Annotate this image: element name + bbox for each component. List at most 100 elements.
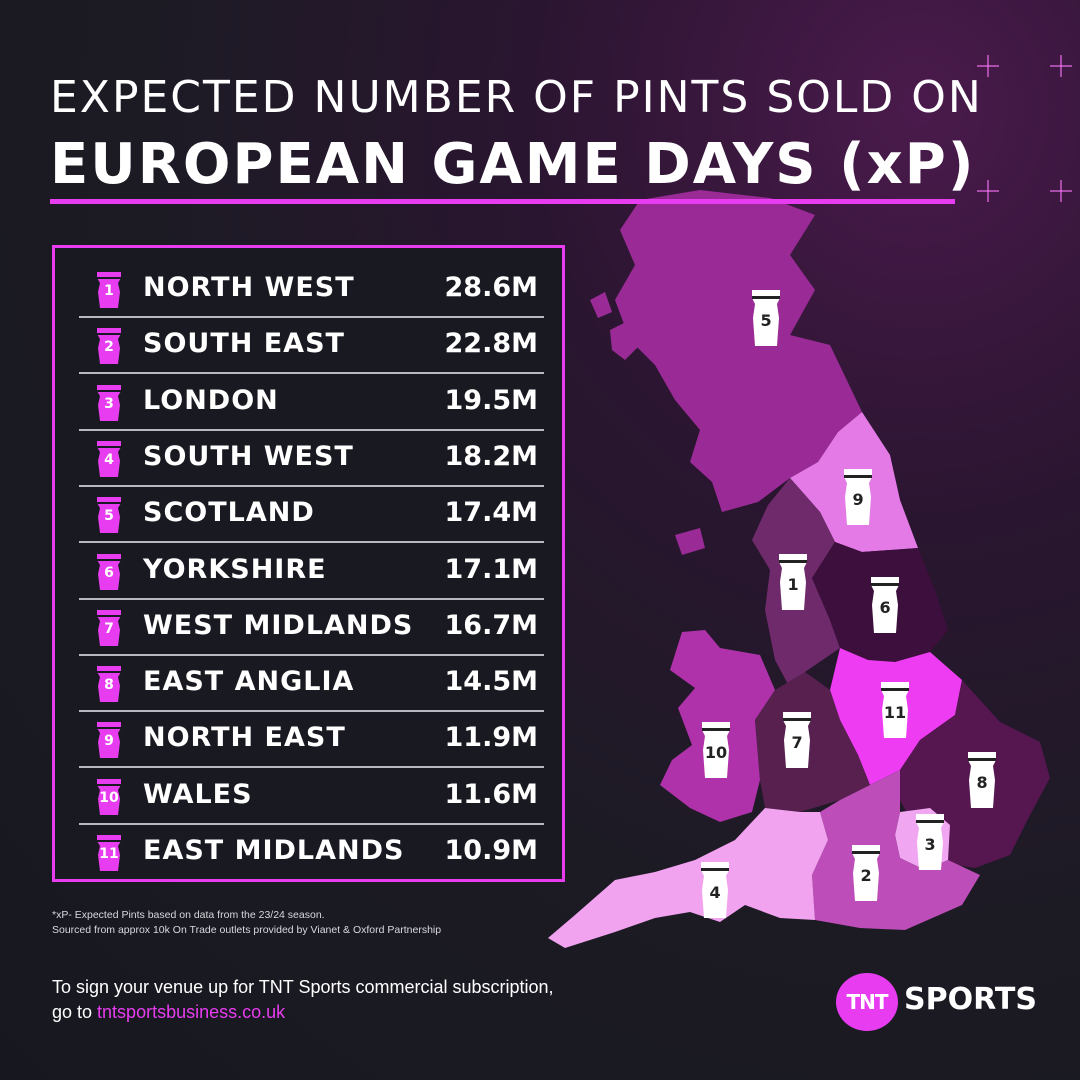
pint-marker-8: 8: [968, 752, 996, 808]
rank-number: 10: [99, 789, 119, 806]
pints-value: 18.2M: [444, 440, 539, 472]
crosshair-icon: [1050, 55, 1072, 77]
region-name: NORTH WEST: [143, 272, 355, 303]
pint-glass-icon: 8: [95, 666, 123, 703]
pint-marker-label: 4: [709, 883, 720, 902]
region-name: NORTH EAST: [143, 722, 346, 754]
pint-glass-icon: [702, 722, 730, 778]
rank-number: 9: [104, 733, 114, 750]
region-name: EAST ANGLIA: [143, 666, 355, 698]
region-name: SOUTH EAST: [143, 328, 345, 360]
region-name: SOUTH WEST: [143, 440, 354, 472]
pint-marker-label: 8: [976, 773, 987, 792]
pint-head-band: [881, 688, 909, 691]
region-name: EAST MIDLANDS: [143, 835, 405, 866]
pints-value: 22.8M: [444, 328, 539, 360]
pint-glass-icon: [844, 469, 872, 525]
pints-value: 17.4M: [444, 497, 539, 529]
title-line-2: EUROPEAN GAME DAYS (xP): [50, 132, 976, 197]
pint-glass-icon: 5: [95, 497, 123, 534]
pints-value: 28.6M: [444, 272, 539, 303]
table-row: 11 EAST MIDLANDS 10.9M: [79, 825, 544, 881]
cta-line-1: To sign your venue up for TNT Sports com…: [52, 977, 554, 997]
pint-head-band: [844, 475, 872, 478]
pint-marker-3: 3: [916, 814, 944, 870]
pint-marker-label: 6: [879, 598, 890, 617]
pint-head-band: [916, 820, 944, 823]
pint-marker-7: 7: [783, 712, 811, 768]
title-line-1: EXPECTED NUMBER OF PINTS SOLD ON: [50, 72, 983, 123]
ranking-table: 1 NORTH WEST 28.6M 2 SOUTH EAST 22.8M 3 LONDON 1…: [52, 245, 565, 882]
map-region-south-west: [548, 808, 828, 948]
rank-number: 11: [99, 846, 119, 862]
pint-glass-icon: [783, 712, 811, 768]
crosshair-icon: [1050, 180, 1072, 202]
pint-glass-icon: 9: [95, 722, 123, 759]
pint-marker-1: 1: [779, 554, 807, 610]
pint-marker-label: 9: [852, 490, 863, 509]
cta-prefix: go to: [52, 1002, 98, 1022]
pint-head-band: [702, 728, 730, 731]
pint-glass-icon: 1: [95, 272, 123, 308]
cta-line-2: go to tntsportsbusiness.co.uk: [52, 1000, 554, 1025]
brand-circle: TNT: [836, 973, 898, 1031]
crosshair-icon: [977, 180, 999, 202]
region-name: YORKSHIRE: [143, 553, 327, 585]
rank-number: 6: [104, 564, 114, 581]
rank-number: 3: [104, 395, 114, 412]
pint-marker-label: 10: [705, 743, 727, 762]
region-name: LONDON: [143, 384, 279, 416]
pint-glass-icon: 4: [95, 440, 123, 477]
pint-glass-icon: [852, 845, 880, 901]
call-to-action: To sign your venue up for TNT Sports com…: [52, 975, 554, 1025]
pint-marker-label: 3: [924, 835, 935, 854]
pint-marker-10: 10: [702, 722, 730, 778]
pint-marker-9: 9: [844, 469, 872, 525]
pint-glass-icon: [779, 554, 807, 610]
pint-glass-icon: [916, 814, 944, 870]
region-name: SCOTLAND: [143, 497, 315, 529]
rank-number: 2: [104, 339, 114, 356]
pint-marker-label: 5: [760, 311, 771, 330]
pints-value: 10.9M: [444, 835, 539, 866]
pint-glass-icon: 11: [95, 835, 123, 871]
rank-number: 7: [104, 620, 114, 637]
pint-glass-icon: [968, 752, 996, 808]
pint-marker-11: 11: [881, 682, 909, 738]
pint-glass-icon: 2: [95, 328, 123, 365]
pint-marker-4: 4: [701, 862, 729, 918]
table-row: 3 LONDON 19.5M: [79, 375, 544, 431]
map-region-scotland: [615, 190, 862, 512]
pint-marker-label: 1: [787, 575, 798, 594]
pint-head-band: [968, 758, 996, 761]
rank-number: 5: [104, 508, 114, 525]
rank-number: 1: [104, 283, 114, 299]
pint-glass-icon: 7: [95, 609, 123, 646]
table-row: 2 SOUTH EAST 22.8M: [79, 318, 544, 375]
pint-head-band: [871, 583, 899, 586]
table-row: 8 EAST ANGLIA 14.5M: [79, 656, 544, 713]
rank-number: 8: [104, 677, 114, 694]
region-name: WALES: [143, 778, 253, 810]
footnote: *xP- Expected Pints based on data from t…: [52, 908, 441, 938]
crosshair-icon: [977, 55, 999, 77]
cta-link[interactable]: tntsportsbusiness.co.uk: [97, 1002, 286, 1022]
table-row: 4 SOUTH WEST 18.2M: [79, 431, 544, 487]
pint-marker-label: 2: [860, 866, 871, 885]
pint-head-band: [783, 718, 811, 721]
pints-value: 16.7M: [444, 609, 539, 641]
pint-glass-icon: 6: [95, 553, 123, 590]
pints-value: 14.5M: [444, 666, 539, 698]
pints-value: 17.1M: [444, 553, 539, 585]
title-underline: [50, 199, 955, 204]
brand-word: SPORTS: [904, 982, 1037, 1017]
pints-value: 11.9M: [444, 722, 539, 754]
region-name: WEST MIDLANDS: [143, 609, 414, 641]
pint-glass-icon: [871, 577, 899, 633]
table-row: 7 WEST MIDLANDS 16.7M: [79, 600, 544, 656]
pint-glass-icon: [701, 862, 729, 918]
pint-marker-label: 11: [884, 703, 906, 722]
pints-value: 19.5M: [444, 384, 539, 416]
map-region-south-east: [812, 770, 980, 930]
